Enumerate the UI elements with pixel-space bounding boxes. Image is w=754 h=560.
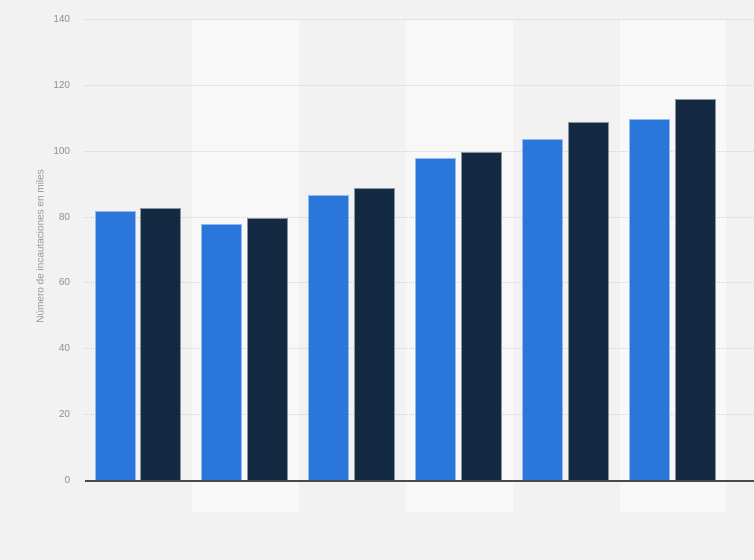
bar-blue-series-group-3[interactable] bbox=[308, 194, 350, 481]
y-tick-label: 120 bbox=[53, 79, 70, 91]
y-tick-label: 60 bbox=[58, 277, 70, 289]
bar-dark-navy-series-group-4[interactable] bbox=[460, 151, 502, 481]
gridline bbox=[85, 150, 754, 152]
bar-dark-navy-series-group-2[interactable] bbox=[246, 217, 288, 481]
plot-band bbox=[726, 20, 754, 512]
x-axis-line bbox=[85, 480, 754, 482]
y-tick-label: 20 bbox=[58, 409, 70, 421]
gridline bbox=[85, 19, 754, 20]
bar-dark-navy-series-group-1[interactable] bbox=[140, 207, 181, 481]
y-tick-label: 100 bbox=[53, 145, 70, 157]
bar-dark-navy-series-group-6[interactable] bbox=[674, 99, 716, 481]
bar-dark-navy-series-group-3[interactable] bbox=[353, 187, 395, 481]
bar-blue-series-group-1[interactable] bbox=[94, 210, 136, 481]
y-tick-label: 80 bbox=[58, 211, 70, 223]
bar-blue-series-group-2[interactable] bbox=[201, 224, 243, 481]
y-tick-label: 140 bbox=[53, 14, 70, 25]
y-tick-label: 0 bbox=[64, 475, 70, 486]
bar-blue-series-group-5[interactable] bbox=[522, 138, 564, 481]
bar-dark-navy-series-group-5[interactable] bbox=[567, 122, 609, 481]
gridline bbox=[85, 84, 754, 86]
bar-blue-series-group-4[interactable] bbox=[415, 158, 457, 481]
y-tick-label: 40 bbox=[58, 343, 70, 355]
bar-blue-series-group-6[interactable] bbox=[629, 118, 670, 481]
